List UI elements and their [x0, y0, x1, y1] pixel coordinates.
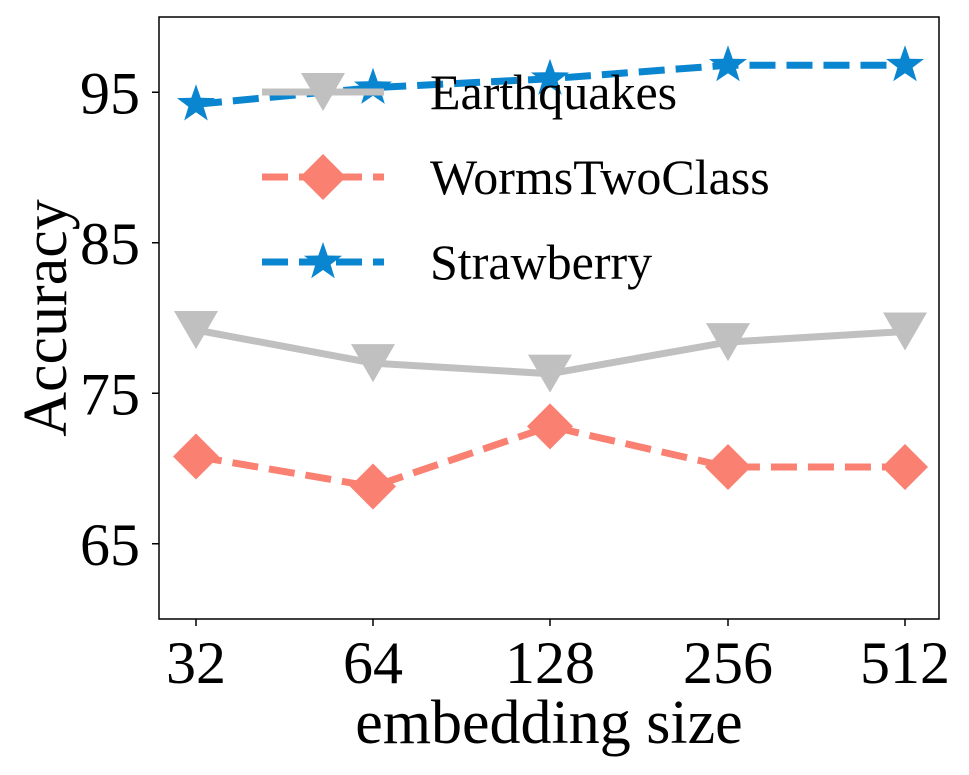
data-point-strawberry: [354, 67, 392, 104]
data-point-earthquakes: [883, 312, 927, 351]
y-axis-label: Accuracy: [12, 199, 80, 437]
legend-marker-strawberry: [304, 242, 342, 279]
data-point-wormstwoclass: [705, 443, 751, 490]
x-tick-label: 512: [860, 630, 950, 696]
x-axis: 32 64 128 256 512: [166, 619, 950, 696]
data-point-strawberry: [709, 45, 747, 82]
series-earthquakes: [174, 311, 927, 393]
series-wormstwoclass: [173, 403, 928, 510]
data-point-earthquakes: [706, 323, 750, 362]
y-tick-label: 95: [80, 60, 140, 126]
data-point-earthquakes: [174, 311, 218, 350]
y-tick-label: 65: [80, 512, 140, 578]
legend-label-strawberry: Strawberry: [430, 234, 652, 290]
legend-label-earthquakes: Earthquakes: [430, 64, 677, 120]
legend-label-wormstwoclass: WormsTwoClass: [430, 149, 770, 205]
legend: Earthquakes WormsTwoClass Strawberry: [262, 64, 770, 290]
x-tick-label: 64: [343, 630, 403, 696]
y-tick-label: 85: [80, 211, 140, 277]
y-tick-label: 75: [80, 361, 140, 427]
data-point-strawberry: [531, 58, 569, 95]
plot-frame: [158, 16, 940, 620]
data-point-wormstwoclass: [350, 463, 396, 510]
series-line-wormstwoclass: [195, 422, 905, 491]
x-axis-label: embedding size: [355, 689, 742, 757]
plot-area: [173, 45, 928, 510]
data-point-strawberry: [177, 84, 215, 121]
data-point-wormstwoclass: [527, 403, 573, 450]
data-point-strawberry: [886, 45, 924, 82]
data-point-earthquakes: [351, 344, 395, 383]
x-tick-label: 256: [683, 630, 773, 696]
data-point-wormstwoclass: [882, 443, 928, 490]
data-point-earthquakes: [528, 354, 572, 393]
legend-marker-wormstwoclass: [300, 154, 346, 200]
legend-marker-earthquakes: [301, 73, 345, 111]
data-point-wormstwoclass: [173, 433, 219, 480]
y-axis: 65 75 85 95: [80, 60, 159, 578]
x-tick-label: 128: [505, 630, 595, 696]
x-tick-label: 32: [166, 630, 226, 696]
